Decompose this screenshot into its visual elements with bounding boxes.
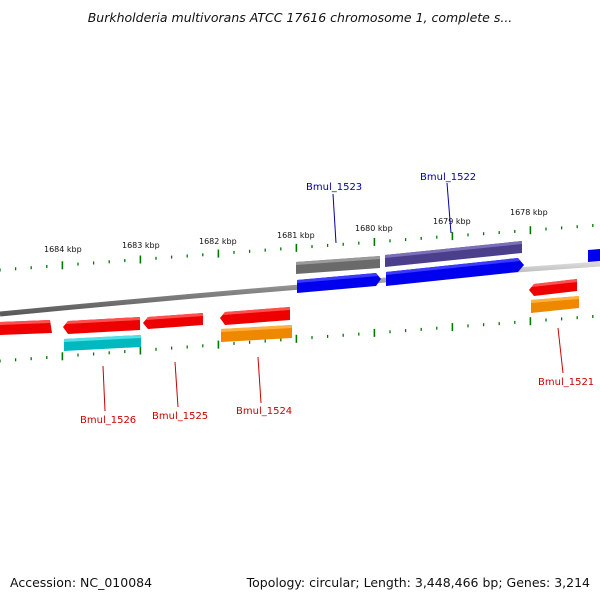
gene-label-bmul-1525[interactable]: Bmul_1525 xyxy=(152,411,208,422)
feature-highlight xyxy=(221,325,292,332)
reverse-tick-row xyxy=(0,315,594,363)
tick-labels: 1684 kbp 1683 kbp 1682 kbp 1681 kbp 1680… xyxy=(44,208,548,254)
feature-highlight xyxy=(0,320,50,325)
gene-label-bmul-1522[interactable]: Bmul_1522 xyxy=(420,172,476,183)
leader-lines xyxy=(102,182,564,412)
feature-highlight xyxy=(296,256,380,265)
tick-label: 1682 kbp xyxy=(199,237,237,246)
tick-label: 1683 kbp xyxy=(122,241,160,250)
leader-line xyxy=(102,365,106,412)
gene-label-bmul-1521[interactable]: Bmul_1521 xyxy=(538,377,594,388)
cds-bmul-1523[interactable] xyxy=(297,273,381,293)
leader-line xyxy=(174,361,179,408)
genome-summary-text: Topology: circular; Length: 3,448,466 bp… xyxy=(246,575,590,590)
feature-highlight xyxy=(532,279,577,287)
feature-highlight xyxy=(223,307,290,315)
map-title: Burkholderia multivorans ATCC 17616 chro… xyxy=(87,10,513,25)
tick-label: 1684 kbp xyxy=(44,245,82,254)
tick-label: 1679 kbp xyxy=(433,217,471,226)
feature-highlight xyxy=(385,241,522,258)
leader-line xyxy=(446,182,452,234)
feature-highlight xyxy=(386,258,520,275)
feature-highlight xyxy=(146,313,203,320)
leader-line xyxy=(257,356,262,404)
accession-text: Accession: NC_010084 xyxy=(10,575,153,590)
reverse-features xyxy=(0,279,579,351)
leader-line xyxy=(332,193,337,244)
feature-highlight xyxy=(64,335,141,342)
gene-label-bmul-1526[interactable]: Bmul_1526 xyxy=(80,415,136,426)
gene-label-bmul-1523[interactable]: Bmul_1523 xyxy=(306,182,362,193)
gene-label-bmul-1524[interactable]: Bmul_1524 xyxy=(236,406,292,417)
leader-line xyxy=(557,327,564,374)
feature-highlight xyxy=(531,296,579,303)
feature-highlight xyxy=(297,273,378,283)
feature-highlight xyxy=(66,317,140,324)
cds-bmul-1522[interactable] xyxy=(386,258,524,286)
tick-label: 1681 kbp xyxy=(277,231,315,240)
forward-tick-row xyxy=(0,224,594,272)
tick-label: 1678 kbp xyxy=(510,208,548,217)
forward-features xyxy=(296,241,600,293)
gene-labels: Bmul_1523 Bmul_1522 Bmul_1526 Bmul_1525 … xyxy=(80,172,594,426)
cds-offscreen-right[interactable] xyxy=(588,249,600,262)
tick-label: 1680 kbp xyxy=(355,224,393,233)
